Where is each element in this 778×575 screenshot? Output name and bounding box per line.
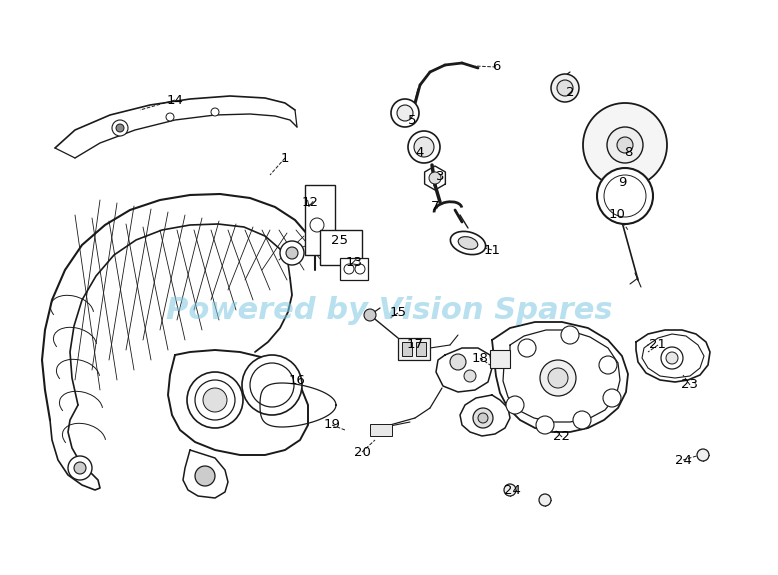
Circle shape: [666, 352, 678, 364]
Circle shape: [250, 363, 294, 407]
Bar: [320, 230, 362, 265]
Text: 16: 16: [289, 374, 306, 388]
Bar: [340, 258, 368, 280]
Circle shape: [391, 99, 419, 127]
Circle shape: [661, 347, 683, 369]
Circle shape: [597, 168, 653, 224]
Text: 22: 22: [553, 431, 570, 443]
Circle shape: [539, 494, 551, 506]
Circle shape: [74, 462, 86, 474]
Circle shape: [617, 137, 633, 153]
Circle shape: [607, 127, 643, 163]
Bar: [370, 424, 392, 436]
Circle shape: [286, 247, 298, 259]
Text: 15: 15: [390, 306, 406, 320]
Text: 6: 6: [492, 60, 500, 74]
Circle shape: [211, 108, 219, 116]
Bar: [398, 338, 430, 360]
Text: 24: 24: [675, 454, 692, 466]
Circle shape: [583, 103, 667, 187]
Text: 14: 14: [166, 94, 184, 106]
Circle shape: [478, 413, 488, 423]
Circle shape: [450, 354, 466, 370]
Circle shape: [195, 466, 215, 486]
Circle shape: [557, 80, 573, 96]
Circle shape: [518, 339, 536, 357]
Circle shape: [540, 360, 576, 396]
Bar: [402, 342, 412, 356]
Text: 7: 7: [431, 201, 440, 213]
Text: 18: 18: [471, 351, 489, 365]
Text: 17: 17: [406, 339, 423, 351]
Circle shape: [166, 113, 174, 121]
Circle shape: [310, 218, 324, 232]
Circle shape: [573, 411, 591, 429]
Circle shape: [551, 74, 579, 102]
Circle shape: [397, 105, 413, 121]
Circle shape: [473, 408, 493, 428]
Circle shape: [603, 389, 621, 407]
Circle shape: [112, 120, 128, 136]
Circle shape: [408, 131, 440, 163]
Text: 8: 8: [624, 145, 633, 159]
Circle shape: [355, 264, 365, 274]
Text: 2: 2: [566, 86, 574, 99]
Ellipse shape: [450, 231, 485, 255]
Circle shape: [414, 137, 434, 157]
Circle shape: [280, 241, 304, 265]
Bar: [416, 342, 426, 356]
Text: 13: 13: [345, 256, 363, 270]
Circle shape: [195, 380, 235, 420]
Circle shape: [506, 396, 524, 414]
Text: 3: 3: [436, 171, 444, 183]
Ellipse shape: [458, 237, 478, 250]
Text: 24: 24: [503, 484, 520, 496]
Circle shape: [599, 356, 617, 374]
Text: 12: 12: [302, 196, 318, 209]
Text: 5: 5: [408, 113, 416, 126]
Circle shape: [242, 355, 302, 415]
Circle shape: [68, 456, 92, 480]
Text: 9: 9: [618, 177, 626, 190]
Circle shape: [116, 124, 124, 132]
Circle shape: [429, 172, 441, 184]
Bar: [305, 185, 335, 255]
Circle shape: [464, 370, 476, 382]
Text: 11: 11: [483, 243, 500, 256]
Circle shape: [344, 264, 354, 274]
Circle shape: [561, 326, 579, 344]
Bar: [490, 350, 510, 368]
Text: 4: 4: [415, 145, 424, 159]
Text: 1: 1: [281, 151, 289, 164]
Text: 23: 23: [682, 378, 699, 392]
Circle shape: [504, 484, 516, 496]
Text: 21: 21: [650, 339, 667, 351]
Circle shape: [364, 309, 376, 321]
Circle shape: [604, 175, 646, 217]
Circle shape: [187, 372, 243, 428]
Text: Powered by Vision Spares: Powered by Vision Spares: [166, 296, 612, 325]
Circle shape: [548, 368, 568, 388]
Text: 10: 10: [608, 208, 626, 220]
Text: 25: 25: [331, 233, 349, 247]
Circle shape: [536, 416, 554, 434]
Text: 20: 20: [353, 446, 370, 458]
Circle shape: [203, 388, 227, 412]
Text: 19: 19: [324, 419, 341, 431]
Circle shape: [697, 449, 709, 461]
